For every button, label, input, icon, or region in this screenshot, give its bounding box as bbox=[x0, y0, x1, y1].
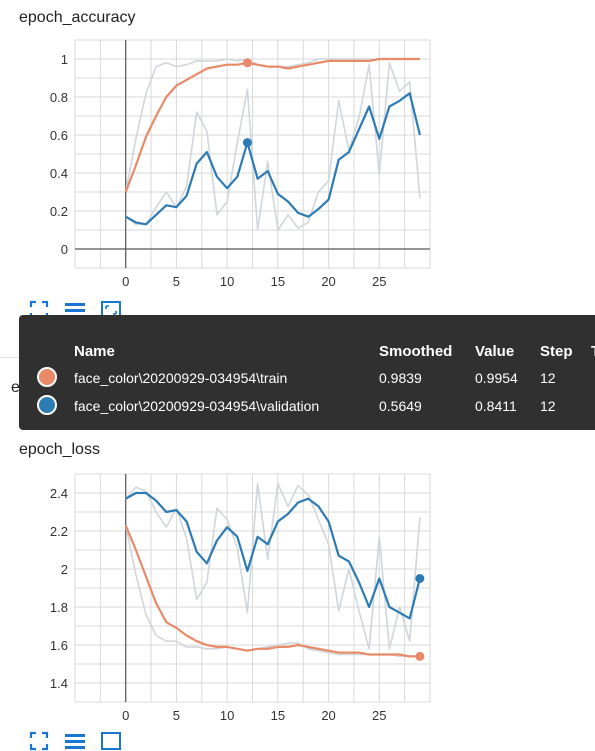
x-tick-label: 0 bbox=[122, 274, 129, 289]
toggle-log-scale-icon[interactable] bbox=[64, 731, 86, 751]
tooltip-row-name: face_color\20200929-034954\validation bbox=[74, 398, 320, 414]
tooltip-header-smoothed: Smoothed bbox=[379, 343, 453, 360]
tooltip-header-step: Step bbox=[540, 343, 573, 360]
y-tick-label: 0.6 bbox=[50, 128, 68, 143]
series-line-validation bbox=[125, 92, 421, 226]
y-tick-label: 2.2 bbox=[50, 524, 68, 539]
tooltip-row-smoothed: 0.9839 bbox=[379, 370, 422, 386]
hover-point-validation bbox=[415, 574, 425, 583]
y-tick-label: 1.8 bbox=[50, 600, 68, 615]
x-tick-label: 10 bbox=[220, 708, 234, 723]
accuracy-chart[interactable]: 0 5 10 15 20 25 0 0.2 0.4 0.6 0.8 1 bbox=[0, 36, 440, 294]
series-line-train bbox=[124, 524, 420, 658]
y-tick-label: 0.2 bbox=[50, 204, 68, 219]
tooltip-row-step: 12 bbox=[540, 398, 556, 414]
fit-domain-icon[interactable] bbox=[100, 731, 122, 751]
series-line-validation bbox=[125, 491, 421, 620]
x-tick-label: 5 bbox=[173, 274, 180, 289]
tooltip-header-value: Value bbox=[475, 343, 515, 360]
fullscreen-icon[interactable] bbox=[28, 731, 50, 751]
x-tick-label: 25 bbox=[372, 274, 386, 289]
y-tick-label: 1 bbox=[61, 52, 68, 67]
hover-point-train bbox=[242, 58, 252, 68]
x-tick-label: 15 bbox=[271, 708, 285, 723]
x-tick-label: 20 bbox=[321, 708, 335, 723]
tooltip-row-value: 0.9954 bbox=[475, 370, 518, 386]
tooltip-row-step: 12 bbox=[540, 370, 556, 386]
x-tick-label: 20 bbox=[321, 274, 335, 289]
chart-title-loss: epoch_loss bbox=[19, 441, 100, 458]
hover-point-validation bbox=[242, 138, 252, 148]
x-tick-label: 10 bbox=[220, 274, 234, 289]
x-tick-label: 0 bbox=[122, 708, 129, 723]
y-tick-label: 0.8 bbox=[50, 90, 68, 105]
tooltip-row-name: face_color\20200929-034954\train bbox=[74, 370, 288, 386]
y-tick-label: 2 bbox=[61, 562, 68, 577]
series-line-train bbox=[124, 57, 420, 193]
series-color-swatch-validation bbox=[37, 395, 57, 415]
tooltip-header-time: T bbox=[591, 343, 595, 360]
tooltip-row-value: 0.8411 bbox=[475, 398, 517, 414]
hover-point-train bbox=[415, 651, 425, 661]
x-tick-label: 5 bbox=[173, 708, 180, 723]
y-tick-label: 0 bbox=[61, 242, 68, 257]
x-tick-label: 15 bbox=[271, 274, 285, 289]
y-tick-label: 1.4 bbox=[50, 676, 68, 691]
loss-chart[interactable]: 0 5 10 15 20 25 1.4 1.6 1.8 2 2.2 2.4 bbox=[0, 470, 440, 728]
y-tick-label: 1.6 bbox=[50, 638, 68, 653]
y-tick-label: 2.4 bbox=[50, 486, 68, 501]
fullscreen-icon[interactable] bbox=[28, 300, 50, 320]
chart-title-accuracy: epoch_accuracy bbox=[19, 9, 136, 26]
x-tick-label: 25 bbox=[372, 708, 386, 723]
series-line-raw bbox=[125, 61, 421, 231]
loss-toolbar bbox=[28, 731, 122, 751]
tooltip-header-name: Name bbox=[74, 343, 115, 360]
hover-tooltip: Name Smoothed Value Step T face_color\20… bbox=[19, 315, 595, 430]
tooltip-row-smoothed: 0.5649 bbox=[379, 398, 422, 414]
y-tick-label: 0.4 bbox=[50, 166, 68, 181]
series-color-swatch-train bbox=[37, 367, 57, 387]
